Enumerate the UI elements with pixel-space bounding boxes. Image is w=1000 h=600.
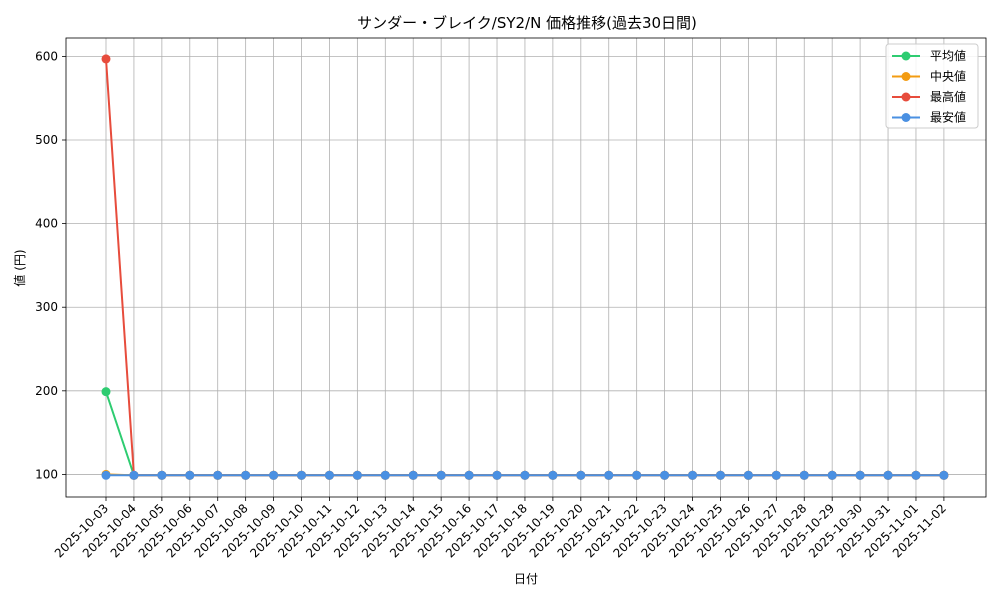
y-tick-label: 400 [35,217,58,231]
data-point [911,470,921,480]
data-point [632,470,642,480]
data-point [464,470,474,480]
legend-marker [901,51,911,61]
plot-frame [65,37,987,498]
data-point [380,470,390,480]
legend-label: 中央値 [930,69,966,84]
x-axis-ticks: 2025-10-032025-10-042025-10-052025-10-06… [52,497,949,560]
data-point [297,470,307,480]
data-point [883,470,893,480]
legend-marker [901,72,911,81]
data-point [324,470,334,480]
data-point [604,470,614,480]
chart-title: サンダー・ブレイク/SY2/N 価格推移(過去30日間) [357,14,697,32]
data-point [939,470,949,480]
data-point [688,470,698,480]
legend-label: 最安値 [930,110,966,125]
data-point [715,470,725,480]
data-point [352,470,362,480]
data-point [213,470,223,480]
data-point [855,470,865,480]
data-point [520,470,530,480]
data-point [129,470,139,480]
data-point [436,470,446,480]
y-tick-label: 600 [35,49,58,63]
data-point [241,470,251,480]
data-point [771,470,781,480]
legend-label: 平均値 [930,48,966,63]
data-point [576,470,586,480]
data-point [101,54,111,64]
data-point [157,470,167,480]
y-axis-label: 値 (円) [12,249,27,286]
data-point [408,470,418,480]
x-axis-label: 日付 [514,572,538,586]
data-point [799,470,809,480]
data-point [743,470,753,480]
data-point [660,470,670,480]
data-point [827,470,837,480]
y-tick-label: 100 [35,467,58,481]
series-layer [101,54,949,480]
data-point [548,470,558,480]
y-tick-label: 200 [35,384,58,398]
y-axis-ticks: 100 200 300 400 500 600 [35,49,66,481]
data-point [101,470,111,480]
data-point [269,470,279,480]
series-4 [101,470,949,480]
y-tick-label: 500 [35,133,58,147]
y-tick-label: 300 [35,300,58,314]
data-point [492,470,502,480]
grid [66,38,986,497]
legend-marker [901,113,911,122]
data-point [101,387,111,397]
legend-label: 最高値 [930,89,966,104]
data-point [185,470,195,480]
legend-box [885,43,979,129]
legend-marker [901,92,911,102]
